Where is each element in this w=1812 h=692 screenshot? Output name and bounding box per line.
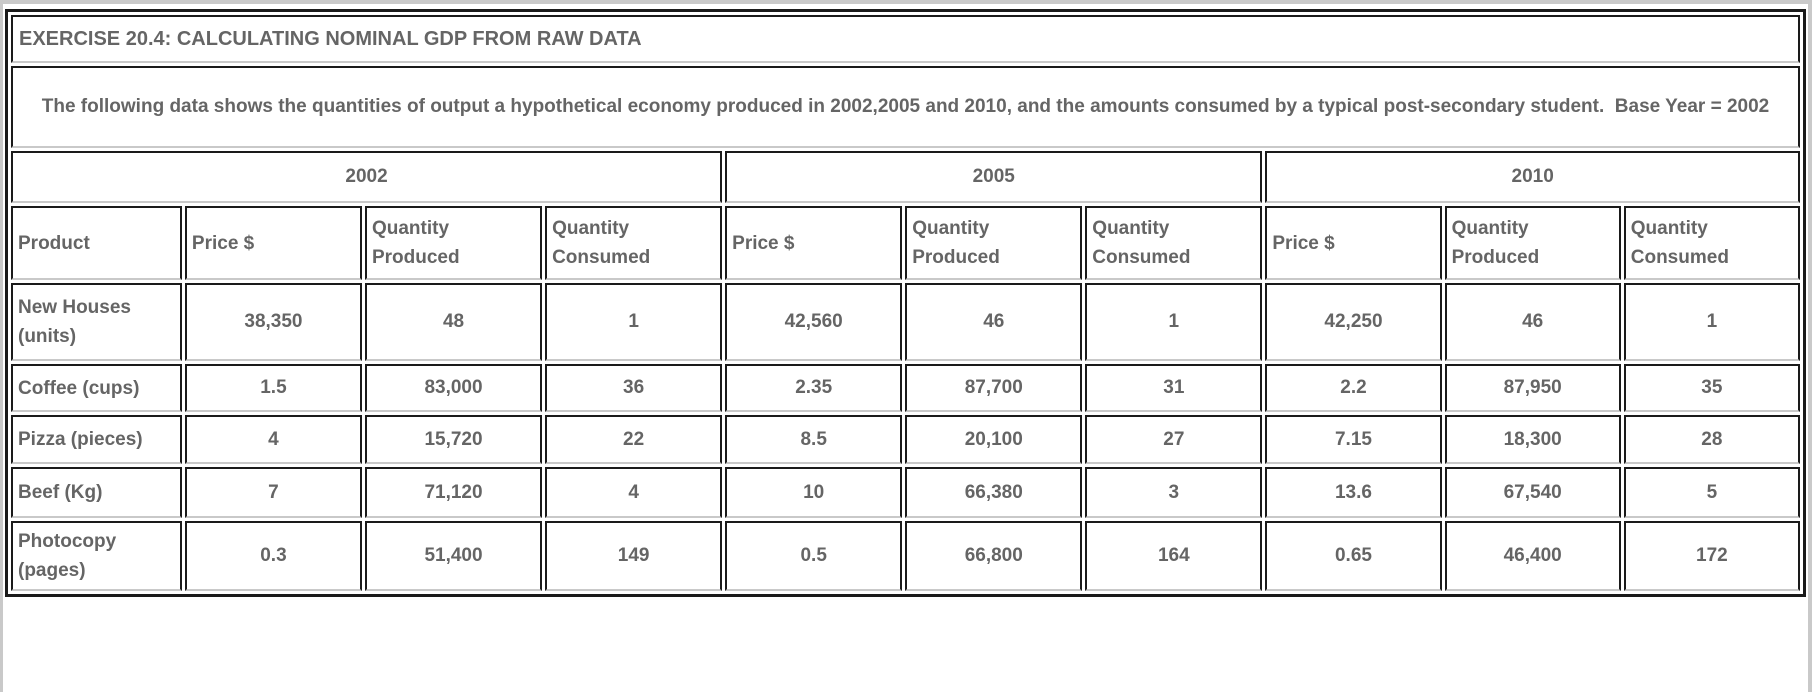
data-cell: 66,800 — [905, 521, 1083, 591]
data-cell: 13.6 — [1265, 467, 1442, 518]
data-cell: 0.65 — [1265, 521, 1442, 591]
data-cell: 4 — [184, 415, 362, 464]
data-cell: 3 — [1085, 467, 1263, 518]
column-header-qty-produced-2002: Quantity Produced — [364, 206, 543, 280]
table-row-beef: Beef (Kg) 7 71,120 4 10 66,380 3 13.6 67… — [11, 467, 1800, 518]
exercise-title: EXERCISE 20.4: CALCULATING NOMINAL GDP F… — [11, 15, 1800, 63]
data-cell: 38,350 — [184, 283, 362, 361]
column-header-qty-produced-2005: Quantity Produced — [905, 206, 1083, 280]
column-header-price-2005: Price $ — [725, 206, 903, 280]
data-cell: 20,100 — [905, 415, 1083, 464]
column-header-row: Product Price $ Quantity Produced Quanti… — [11, 206, 1800, 280]
year-header-row: 2002 2005 2010 — [11, 151, 1800, 203]
data-cell: 83,000 — [364, 364, 543, 412]
product-label: Pizza (pieces) — [11, 415, 182, 464]
data-cell: 22 — [545, 415, 723, 464]
column-header-price-2002: Price $ — [184, 206, 362, 280]
data-cell: 149 — [545, 521, 723, 591]
product-label: New Houses (units) — [11, 283, 182, 361]
table-row-new-houses: New Houses (units) 38,350 48 1 42,560 46… — [11, 283, 1800, 361]
table-row-photocopy: Photocopy (pages) 0.3 51,400 149 0.5 66,… — [11, 521, 1800, 591]
data-cell: 1 — [1085, 283, 1263, 361]
data-cell: 172 — [1623, 521, 1800, 591]
column-header-product: Product — [11, 206, 182, 280]
data-cell: 66,380 — [905, 467, 1083, 518]
product-label: Photocopy (pages) — [11, 521, 182, 591]
product-label: Beef (Kg) — [11, 467, 182, 518]
data-cell: 5 — [1623, 467, 1800, 518]
data-cell: 31 — [1085, 364, 1263, 412]
data-cell: 87,700 — [905, 364, 1083, 412]
data-cell: 10 — [725, 467, 903, 518]
data-cell: 27 — [1085, 415, 1263, 464]
data-cell: 2.2 — [1265, 364, 1442, 412]
column-header-qty-consumed-2005: Quantity Consumed — [1085, 206, 1263, 280]
data-cell: 42,250 — [1265, 283, 1442, 361]
table-row-pizza: Pizza (pieces) 4 15,720 22 8.5 20,100 27… — [11, 415, 1800, 464]
year-header-2005: 2005 — [725, 151, 1263, 203]
data-cell: 36 — [545, 364, 723, 412]
column-header-qty-consumed-2002: Quantity Consumed — [545, 206, 723, 280]
title-row: EXERCISE 20.4: CALCULATING NOMINAL GDP F… — [11, 15, 1800, 63]
data-cell: 1.5 — [184, 364, 362, 412]
data-cell: 1 — [1623, 283, 1800, 361]
data-cell: 67,540 — [1444, 467, 1621, 518]
data-cell: 48 — [364, 283, 543, 361]
data-cell: 87,950 — [1444, 364, 1621, 412]
data-cell: 2.35 — [725, 364, 903, 412]
data-cell: 4 — [545, 467, 723, 518]
column-header-price-2010: Price $ — [1265, 206, 1442, 280]
data-cell: 42,560 — [725, 283, 903, 361]
year-header-2010: 2010 — [1265, 151, 1800, 203]
data-cell: 51,400 — [364, 521, 543, 591]
data-cell: 46 — [1444, 283, 1621, 361]
exercise-description: The following data shows the quantities … — [11, 66, 1800, 148]
data-cell: 8.5 — [725, 415, 903, 464]
data-cell: 0.3 — [184, 521, 362, 591]
data-cell: 18,300 — [1444, 415, 1621, 464]
subtitle-row: The following data shows the quantities … — [11, 66, 1800, 148]
data-cell: 164 — [1085, 521, 1263, 591]
table-row-coffee: Coffee (cups) 1.5 83,000 36 2.35 87,700 … — [11, 364, 1800, 412]
data-cell: 71,120 — [364, 467, 543, 518]
data-cell: 1 — [545, 283, 723, 361]
column-header-qty-consumed-2010: Quantity Consumed — [1623, 206, 1800, 280]
data-cell: 7.15 — [1265, 415, 1442, 464]
gdp-data-table: EXERCISE 20.4: CALCULATING NOMINAL GDP F… — [5, 9, 1806, 597]
data-cell: 0.5 — [725, 521, 903, 591]
data-cell: 46,400 — [1444, 521, 1621, 591]
data-cell: 46 — [905, 283, 1083, 361]
data-cell: 35 — [1623, 364, 1800, 412]
data-cell: 28 — [1623, 415, 1800, 464]
data-cell: 7 — [184, 467, 362, 518]
product-label: Coffee (cups) — [11, 364, 182, 412]
data-cell: 15,720 — [364, 415, 543, 464]
year-header-2002: 2002 — [11, 151, 723, 203]
column-header-qty-produced-2010: Quantity Produced — [1444, 206, 1621, 280]
